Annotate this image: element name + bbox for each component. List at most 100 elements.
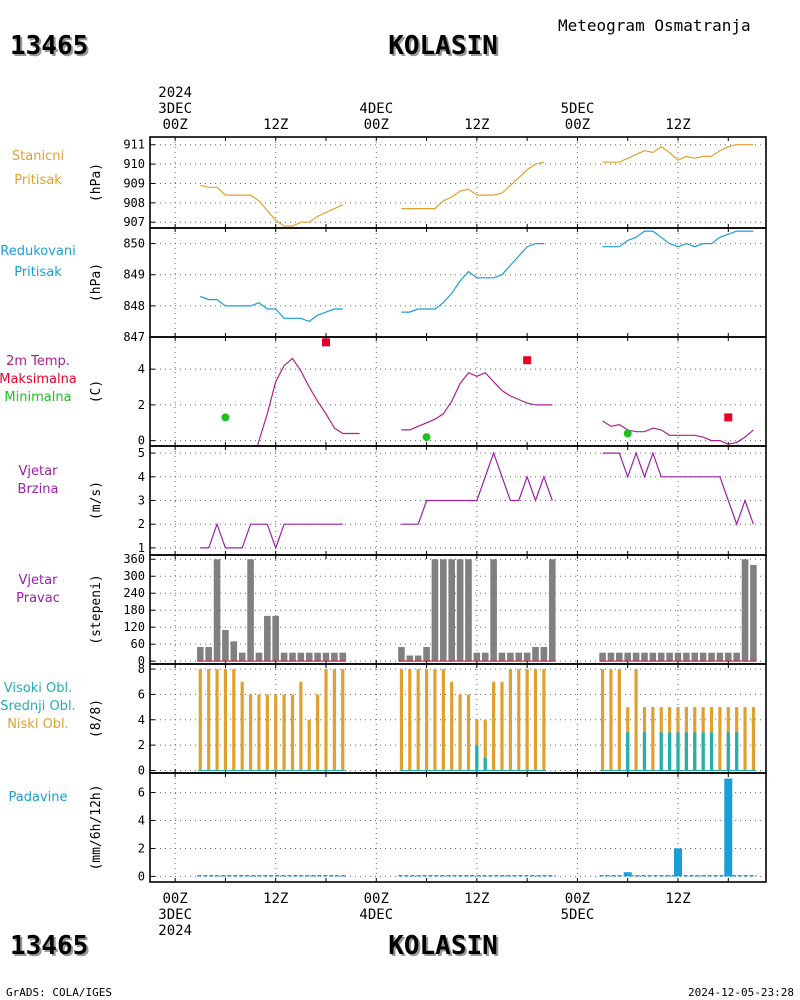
cloud-mid-bar [684, 732, 688, 771]
time-label-bottom: 3DEC [158, 907, 192, 923]
cloud-low-bar [517, 669, 521, 771]
reduced-pressure-panel-frame [149, 227, 767, 338]
y-tick-label: 6 [138, 687, 145, 701]
y-tick-label: 360 [123, 552, 145, 566]
cloud-low-bar [274, 694, 278, 771]
cloud-low-bar [617, 669, 621, 771]
wind-direction-bar [540, 647, 548, 662]
wind-direction-bar [280, 652, 288, 662]
y-tick-label: 4 [138, 814, 145, 828]
temp-min-marker [422, 433, 431, 442]
wind-direction-bar [440, 559, 447, 662]
time-label-top: 5DEC [561, 101, 595, 117]
wind-direction-bar [599, 652, 606, 662]
y-tick-label: 0 [138, 763, 145, 777]
y-tick-label: 2 [138, 738, 145, 752]
cloud-low-bar [307, 719, 311, 771]
reduced-pressure-series-line [401, 243, 544, 313]
wind-direction-bar [699, 652, 707, 662]
cloud-mid-bar [483, 757, 487, 771]
wind-direction-bar [741, 559, 749, 662]
wind-direction-bar [255, 652, 263, 662]
time-label-top: 2024 [158, 85, 192, 101]
wind-direction-bar [716, 652, 724, 662]
time-label-bottom: 4DEC [359, 907, 393, 923]
y-tick-label: 4 [138, 470, 145, 484]
wind-direction-bar [448, 559, 456, 662]
credit: GrADS: COLA/IGES [6, 986, 112, 999]
station-pressure-panel-frame [149, 136, 767, 229]
wind-direction-bar [724, 652, 732, 662]
wind-direction-bar [683, 652, 690, 662]
temp-min-marker [623, 429, 632, 438]
cloud-low-bar [232, 669, 236, 771]
wind-direction-bar [473, 652, 481, 662]
cloud-low-bar [316, 694, 320, 771]
time-label-top: 00Z [162, 117, 187, 133]
time-label-bottom: 00Z [565, 891, 590, 907]
y-tick-label: 6 [138, 786, 145, 800]
clouds-label: Visoki Obl. [4, 681, 72, 696]
station-name-bottom: KOLASIN [388, 931, 498, 961]
precipitation-panel-frame [149, 772, 767, 883]
precip-bar [674, 848, 682, 877]
cloud-low-bar [441, 669, 445, 771]
cloud-low-bar [751, 707, 756, 771]
time-label-bottom: 5DEC [561, 907, 595, 923]
wind-direction-bar [674, 652, 682, 662]
cloud-mid-bar [726, 732, 730, 771]
wind-direction-bar [414, 655, 422, 662]
wind-direction-bar [230, 641, 238, 662]
cloud-low-bar [483, 719, 487, 771]
y-tick-label: 909 [123, 176, 145, 190]
time-label-bottom: 12Z [263, 891, 288, 907]
wind-direction-bar [305, 652, 313, 662]
time-label-bottom: 12Z [464, 891, 489, 907]
temp-max-marker [523, 356, 532, 365]
station-pressure-unit: (hPa) [89, 163, 104, 202]
wind-direction-bar [222, 630, 229, 662]
station-pressure-label: Stanicni [12, 149, 64, 164]
cloud-low-bar [408, 669, 412, 771]
cloud-low-bar [332, 669, 336, 771]
y-tick-label: 5 [138, 446, 145, 460]
clouds-unit: (8/8) [89, 699, 104, 738]
precip-bar [724, 778, 733, 877]
y-tick-label: 240 [123, 586, 145, 600]
wind-direction-bar [205, 647, 212, 662]
station-pressure-label: Pritisak [14, 173, 62, 188]
station-pressure-series-line [602, 144, 754, 163]
cloud-mid-bar [709, 732, 714, 771]
y-tick-label: 848 [123, 299, 145, 313]
station-id-top-fg: 13465 [10, 31, 88, 61]
time-label-bottom: 2024 [158, 923, 192, 939]
cloud-low-bar [542, 669, 546, 771]
cloud-low-bar [399, 669, 404, 771]
cloud-mid-bar [668, 732, 672, 771]
wind-direction-bar [515, 652, 523, 662]
cloud-low-bar [533, 669, 538, 771]
wind-direction-label: Vjetar [19, 573, 59, 588]
time-label-bottom: 00Z [364, 891, 389, 907]
temperature-label: 2m Temp. [6, 354, 70, 369]
cloud-mid-bar [659, 732, 663, 771]
wind-direction-bar [331, 652, 338, 662]
precipitation-unit: (mm/6h/12h) [89, 784, 104, 870]
precipitation-label: Padavine [9, 790, 68, 805]
cloud-low-bar [198, 669, 202, 771]
wind-direction-bar [616, 652, 623, 662]
reduced-pressure-label: Redukovani [0, 244, 75, 259]
y-tick-label: 911 [123, 138, 145, 152]
cloud-low-bar [634, 669, 638, 771]
wind-direction-bar [322, 652, 330, 662]
cloud-low-bar [508, 669, 512, 771]
cloud-low-bar [215, 669, 219, 771]
wind-direction-bar [264, 615, 271, 662]
wind-direction-bar [398, 647, 405, 662]
y-tick-label: 2 [138, 517, 145, 531]
cloud-low-bar [257, 694, 261, 771]
wind-direction-bar [431, 559, 439, 662]
wind-direction-bar [624, 652, 632, 662]
temp-max-marker [322, 338, 330, 347]
wind-direction-bar [607, 652, 615, 662]
